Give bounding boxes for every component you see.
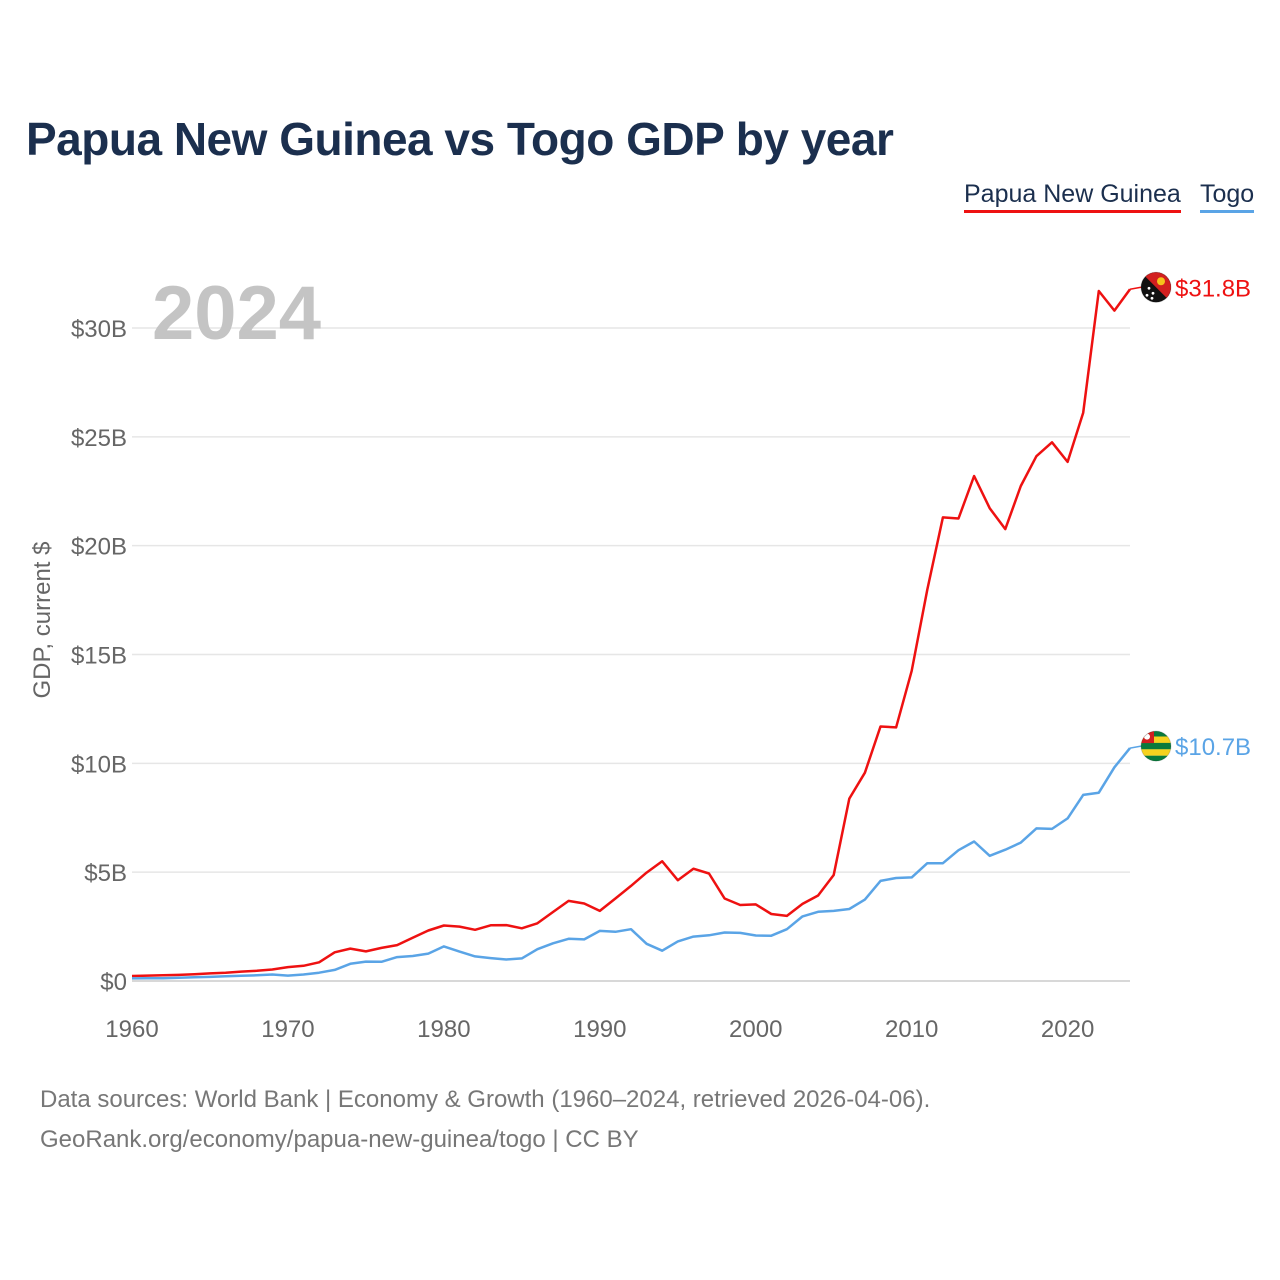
series-line-togo[interactable]: [131, 747, 1131, 980]
y-tick-label: $15B: [71, 643, 127, 670]
y-tick-label: $0: [100, 969, 127, 996]
x-tick-label: 1970: [261, 1016, 314, 1043]
chart-title: Papua New Guinea vs Togo GDP by year: [26, 113, 894, 165]
y-tick-label: $30B: [71, 316, 127, 343]
source-line-1: Data sources: World Bank | Economy & Gro…: [40, 1086, 931, 1113]
endpoint-value-label: $10.7B: [1175, 734, 1251, 761]
source-note: Data sources: World Bank | Economy & Gro…: [40, 1080, 930, 1160]
legend-item-papua-new-guinea[interactable]: Papua New Guinea: [964, 180, 1181, 213]
y-tick-label: $20B: [71, 534, 127, 561]
endpoint-value-label: $31.8B: [1175, 275, 1251, 302]
x-tick-label: 1960: [105, 1016, 158, 1043]
legend-swatch-togo: [1200, 210, 1255, 213]
endpoint-connector: [1129, 286, 1142, 290]
y-axis-ticks: $0 $5B $10B $15B $20B $25B $30B: [71, 316, 127, 996]
x-tick-label: 2010: [885, 1016, 938, 1043]
x-tick-label: 1980: [417, 1016, 470, 1043]
x-tick-label: 1990: [573, 1016, 626, 1043]
y-tick-label: $10B: [71, 751, 127, 778]
legend-swatch-papua-new-guinea: [964, 210, 1181, 213]
y-tick-label: $25B: [71, 425, 127, 452]
togo-flag-icon: [1141, 731, 1171, 762]
source-line-2[interactable]: GeoRank.org/economy/papua-new-guinea/tog…: [40, 1126, 639, 1153]
series-line-papua-new-guinea[interactable]: [131, 288, 1132, 978]
year-watermark: 2024: [152, 271, 321, 356]
x-axis-ticks: 1960 1970 1980 1990 2000 2010 2020: [105, 1016, 1094, 1043]
x-tick-label: 2000: [729, 1016, 782, 1043]
papua-new-guinea-flag-icon: [1141, 272, 1171, 303]
y-tick-label: $5B: [84, 860, 127, 887]
legend-label-togo: Togo: [1200, 180, 1255, 208]
series-endpoints: $31.8B $10.7B: [1129, 271, 1251, 762]
legend-item-togo[interactable]: Togo: [1200, 180, 1255, 213]
y-axis-label: GDP, current $: [29, 542, 56, 699]
series-layer: [131, 288, 1132, 980]
grid-lines: [132, 327, 1130, 982]
legend-label-papua-new-guinea: Papua New Guinea: [964, 180, 1181, 208]
x-tick-label: 2020: [1041, 1016, 1094, 1043]
endpoint-connector: [1129, 745, 1142, 749]
